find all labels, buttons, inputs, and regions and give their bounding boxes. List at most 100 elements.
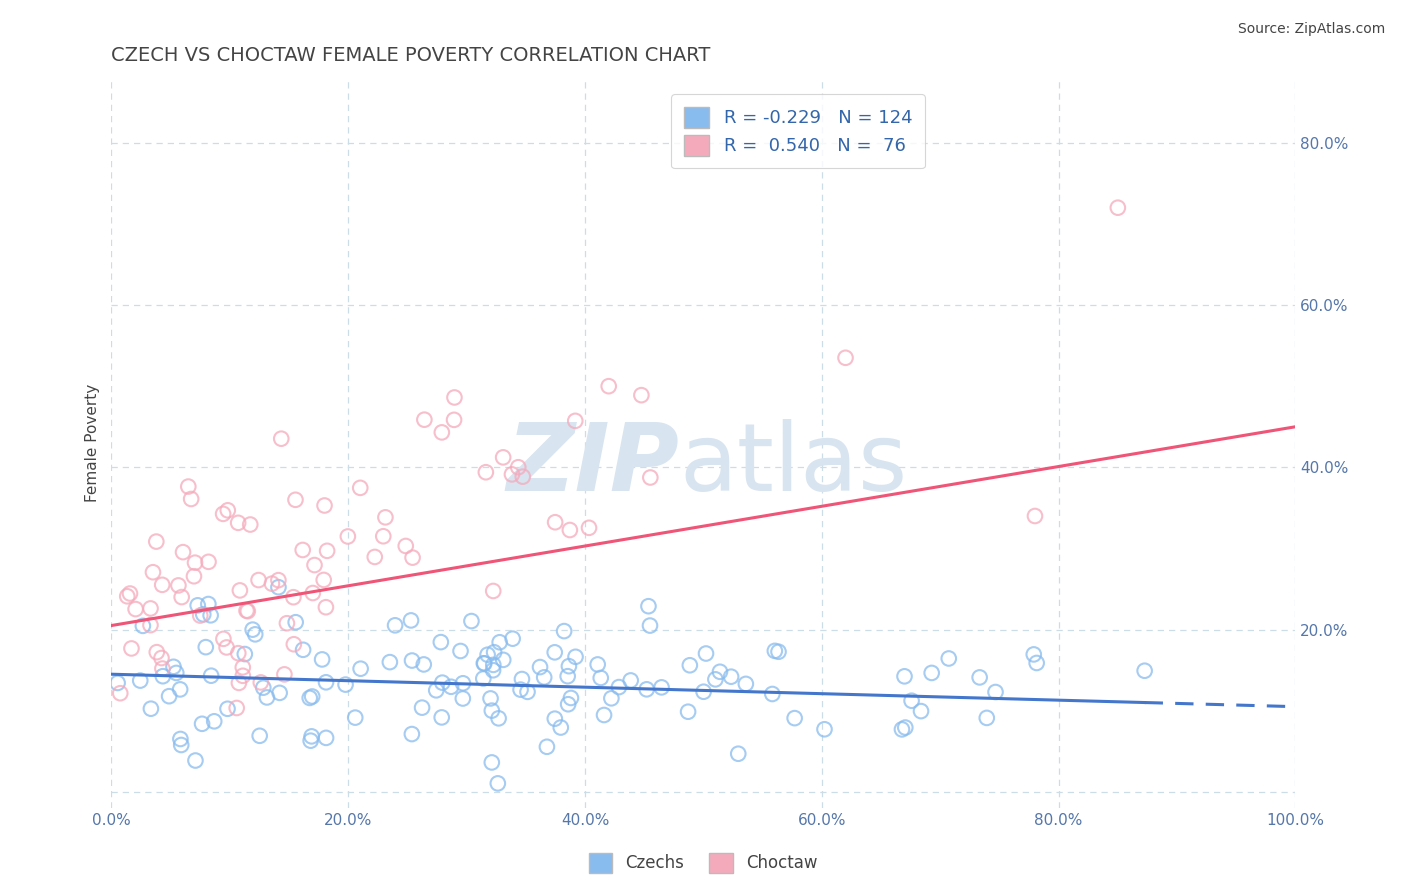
Point: [492, 653, 515, 667]
Point: [202, 714, 225, 729]
Point: [373, 529, 395, 543]
Point: [783, 711, 806, 725]
Point: [177, 479, 200, 493]
Point: [215, 640, 238, 655]
Point: [184, 556, 207, 570]
Point: [676, 705, 699, 719]
Point: [232, 669, 254, 683]
Point: [172, 545, 194, 559]
Point: [834, 351, 856, 365]
Point: [679, 658, 702, 673]
Point: [432, 675, 454, 690]
Point: [638, 618, 661, 632]
Point: [187, 599, 209, 613]
Point: [564, 414, 586, 428]
Point: [529, 660, 551, 674]
Point: [557, 698, 579, 712]
Point: [704, 673, 727, 687]
Point: [188, 608, 211, 623]
Point: [600, 691, 623, 706]
Point: [239, 517, 262, 532]
Point: [651, 681, 673, 695]
Point: [1022, 648, 1045, 662]
Point: [200, 669, 222, 683]
Point: [544, 515, 567, 529]
Point: [508, 460, 530, 475]
Point: [299, 733, 322, 747]
Point: [169, 731, 191, 746]
Point: [443, 391, 465, 405]
Point: [395, 539, 418, 553]
Point: [475, 465, 498, 479]
Point: [900, 694, 922, 708]
Point: [225, 701, 247, 715]
Point: [472, 657, 495, 671]
Point: [191, 716, 214, 731]
Point: [118, 586, 141, 600]
Point: [1025, 656, 1047, 670]
Point: [249, 729, 271, 743]
Point: [180, 491, 202, 506]
Point: [586, 657, 609, 672]
Text: atlas: atlas: [679, 419, 908, 511]
Point: [399, 614, 422, 628]
Point: [558, 659, 581, 673]
Point: [315, 675, 337, 690]
Point: [270, 432, 292, 446]
Point: [620, 673, 643, 688]
Point: [142, 566, 165, 580]
Point: [233, 647, 256, 661]
Legend: Czechs, Choctaw: Czechs, Choctaw: [582, 847, 824, 880]
Point: [301, 730, 323, 744]
Point: [430, 635, 453, 649]
Point: [482, 663, 505, 677]
Point: [132, 619, 155, 633]
Point: [763, 644, 786, 658]
Point: [401, 550, 423, 565]
Point: [578, 521, 600, 535]
Point: [336, 529, 359, 543]
Point: [200, 608, 222, 623]
Point: [249, 675, 271, 690]
Point: [1024, 508, 1046, 523]
Point: [217, 503, 239, 517]
Point: [228, 676, 250, 690]
Point: [533, 670, 555, 684]
Point: [450, 644, 472, 658]
Point: [349, 481, 371, 495]
Point: [152, 669, 174, 683]
Point: [129, 673, 152, 688]
Point: [921, 665, 943, 680]
Point: [727, 747, 749, 761]
Point: [349, 662, 371, 676]
Point: [1107, 201, 1129, 215]
Point: [401, 654, 423, 668]
Point: [232, 660, 254, 674]
Point: [451, 676, 474, 690]
Point: [976, 711, 998, 725]
Point: [283, 591, 305, 605]
Point: [314, 499, 336, 513]
Point: [894, 721, 917, 735]
Text: CZECH VS CHOCTAW FEMALE POVERTY CORRELATION CHART: CZECH VS CHOCTAW FEMALE POVERTY CORRELAT…: [111, 46, 711, 65]
Point: [146, 645, 169, 659]
Point: [512, 469, 534, 483]
Point: [460, 614, 482, 628]
Point: [488, 711, 510, 725]
Point: [169, 682, 191, 697]
Point: [194, 640, 217, 655]
Point: [145, 534, 167, 549]
Point: [364, 549, 387, 564]
Point: [245, 627, 267, 641]
Point: [283, 637, 305, 651]
Point: [120, 641, 142, 656]
Point: [236, 604, 259, 618]
Point: [640, 470, 662, 484]
Point: [301, 586, 323, 600]
Point: [170, 738, 193, 752]
Point: [292, 642, 315, 657]
Point: [598, 379, 620, 393]
Y-axis label: Female Poverty: Female Poverty: [86, 384, 100, 502]
Point: [110, 686, 132, 700]
Point: [488, 635, 510, 649]
